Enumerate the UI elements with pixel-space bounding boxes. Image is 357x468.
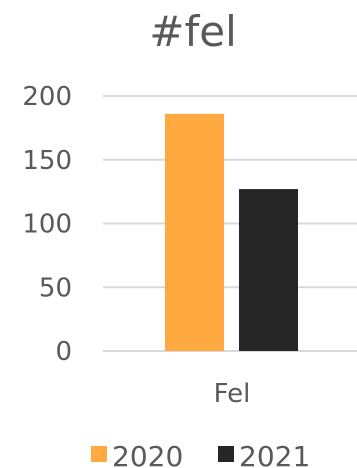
chart-title: #fel — [149, 7, 237, 56]
legend-swatch-2020 — [91, 446, 107, 462]
legend-label-2020: 2020 — [112, 440, 183, 468]
bar-2021 — [239, 189, 298, 351]
x-tick-label: Fel — [214, 379, 251, 409]
x-axis-ticks: Fel — [214, 379, 251, 409]
bar-2020 — [165, 113, 224, 351]
y-axis-ticks: 0 50 100 150 200 — [22, 82, 72, 367]
y-tick-label: 200 — [22, 82, 72, 112]
legend: 2020 2021 — [91, 440, 310, 468]
y-tick-label: 100 — [22, 210, 72, 240]
legend-label-2021: 2021 — [239, 440, 310, 468]
y-tick-label: 0 — [55, 337, 72, 367]
bars — [165, 113, 298, 351]
y-tick-label: 150 — [22, 146, 72, 176]
legend-swatch-2021 — [218, 446, 234, 462]
y-tick-label: 50 — [39, 273, 72, 303]
gridlines — [103, 95, 357, 352]
